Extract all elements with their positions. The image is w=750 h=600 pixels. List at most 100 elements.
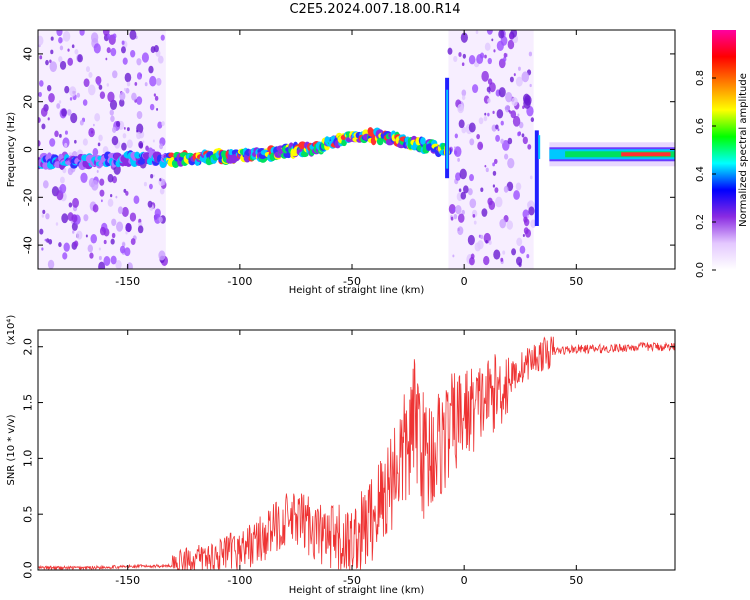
noise-blob: [59, 183, 67, 194]
noise-blob: [49, 61, 58, 73]
noise-blob: [64, 130, 68, 135]
noise-blob: [87, 244, 94, 253]
noise-blob: [130, 49, 136, 58]
bottom-y-tick-label: 0.5: [22, 505, 35, 523]
noise-blob: [149, 183, 153, 190]
noise-blob: [152, 139, 155, 143]
noise-blob: [480, 187, 484, 192]
noise-blob: [500, 138, 504, 144]
noise-blob: [45, 213, 50, 220]
noise-blob: [507, 137, 513, 145]
noise-blob: [527, 215, 530, 219]
top-y-axis-label: Frequency (Hz): [6, 112, 17, 188]
noise-blob: [79, 119, 84, 126]
noise-blob: [519, 245, 526, 254]
noise-blob: [125, 87, 130, 94]
noise-blob: [495, 124, 499, 130]
noise-blob: [515, 182, 522, 191]
noise-blob: [67, 109, 72, 116]
top-y-tick-label: -20: [22, 188, 35, 206]
noise-blob: [58, 242, 62, 248]
bottom-y-tick-label: 1.5: [22, 394, 35, 412]
noise-blob: [459, 168, 467, 180]
noise-blob: [492, 184, 496, 188]
noise-blob: [483, 255, 490, 266]
noise-blob: [461, 89, 467, 97]
bottom-y-multiplier: (x10⁴): [6, 315, 17, 346]
noise-blob: [105, 57, 108, 61]
top-x-tick-label: -150: [115, 275, 140, 288]
noise-blob: [64, 85, 70, 94]
noise-blob: [111, 135, 119, 146]
noise-blob: [484, 112, 487, 116]
bottom-x-tick-label: 0: [461, 574, 468, 587]
noise-blob: [496, 109, 504, 119]
noise-blob: [476, 54, 484, 65]
noise-blob: [499, 218, 507, 229]
noise-blob: [488, 200, 496, 211]
noise-blob: [85, 234, 88, 238]
noise-blob: [59, 176, 65, 184]
noise-blob: [477, 141, 484, 151]
noise-blob: [71, 44, 75, 49]
noise-blob: [530, 117, 535, 123]
noise-blob: [136, 96, 143, 105]
noise-blob: [493, 249, 501, 260]
noise-blob: [469, 256, 475, 266]
noise-blob: [484, 54, 487, 59]
noise-blob: [484, 42, 491, 51]
noise-blob: [110, 255, 117, 265]
noise-blob: [469, 138, 475, 146]
noise-blob: [457, 157, 460, 162]
noise-blob: [55, 222, 59, 226]
noise-blob: [73, 240, 79, 248]
figure-title: C2E5.2024.007.18.00.R14: [289, 2, 461, 17]
colorbar-tick-label: 0.8: [695, 70, 706, 86]
noise-blob: [458, 188, 462, 192]
noise-blob: [119, 91, 126, 101]
noise-blob: [134, 81, 138, 86]
noise-blob: [136, 110, 143, 120]
noise-blob: [96, 170, 99, 173]
noise-blob: [524, 95, 532, 106]
noise-blob: [72, 230, 75, 234]
noise-blob: [527, 201, 531, 208]
noise-blob: [159, 178, 162, 182]
noise-blob: [517, 131, 521, 137]
noise-blob: [39, 55, 43, 60]
noise-blob: [503, 52, 507, 58]
noise-blob: [107, 198, 114, 207]
noise-blob: [468, 122, 476, 133]
steady-band-inner: [565, 151, 675, 158]
noise-blob: [58, 100, 62, 104]
noise-blob: [41, 214, 45, 218]
noise-blob: [143, 181, 148, 187]
noise-blob: [155, 77, 162, 86]
noise-blob: [133, 195, 140, 205]
noise-blob: [130, 238, 136, 246]
noise-blob: [460, 191, 467, 200]
noise-blob: [124, 247, 131, 257]
spike-left-core: [446, 89, 449, 169]
noise-blob: [50, 49, 54, 55]
noise-blob: [137, 225, 144, 234]
noise-blob: [528, 51, 533, 57]
noise-blob: [516, 237, 523, 247]
noise-blob: [122, 57, 128, 65]
noise-blob: [58, 56, 63, 63]
noise-blob: [99, 189, 105, 197]
noise-blob: [106, 83, 110, 87]
noise-blob: [467, 234, 475, 246]
snr-plot-area: [38, 336, 675, 570]
top-x-tick-label: 50: [569, 275, 583, 288]
noise-blob: [38, 117, 41, 123]
noise-blob: [157, 55, 164, 64]
noise-blob: [509, 76, 514, 83]
noise-blob: [502, 250, 506, 255]
noise-blob: [502, 56, 507, 62]
noise-blob: [485, 167, 489, 173]
noise-blob: [92, 204, 99, 213]
noise-blob: [71, 214, 78, 223]
noise-blob: [56, 103, 61, 109]
noise-blob: [461, 95, 466, 101]
